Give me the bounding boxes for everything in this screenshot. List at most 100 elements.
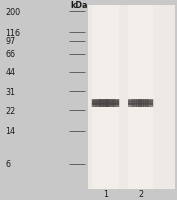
Bar	[128, 100, 153, 101]
Bar	[96, 99, 97, 108]
Bar	[92, 107, 119, 108]
Bar	[128, 101, 153, 102]
Bar	[133, 99, 134, 108]
Bar	[117, 99, 118, 108]
Bar	[143, 99, 144, 108]
Bar	[148, 99, 149, 108]
Bar	[93, 99, 94, 108]
Bar	[128, 103, 153, 104]
Text: 1: 1	[103, 190, 108, 198]
Bar	[94, 99, 95, 108]
Bar	[92, 101, 119, 102]
Text: 116: 116	[5, 29, 20, 37]
Bar	[136, 99, 137, 108]
Bar	[134, 99, 135, 108]
Bar	[92, 105, 119, 106]
Bar	[136, 99, 137, 108]
Bar	[102, 99, 103, 108]
Bar	[101, 99, 102, 108]
Bar	[108, 99, 109, 108]
Bar	[128, 105, 153, 106]
Bar	[119, 99, 120, 108]
Bar	[150, 99, 151, 108]
Bar	[92, 103, 119, 104]
Bar	[144, 99, 145, 108]
Bar	[128, 102, 153, 103]
Bar	[113, 99, 114, 108]
Bar	[112, 99, 114, 108]
Bar	[128, 103, 153, 104]
Bar	[128, 99, 129, 108]
Bar	[100, 99, 101, 108]
Bar	[132, 99, 133, 108]
Bar	[141, 99, 142, 108]
Text: 66: 66	[5, 50, 15, 59]
Bar	[128, 6, 153, 189]
Bar	[137, 99, 138, 108]
Bar	[129, 99, 130, 108]
Bar	[116, 99, 117, 108]
Bar	[97, 99, 98, 108]
Bar	[95, 99, 96, 108]
Bar	[115, 99, 116, 108]
Bar	[134, 99, 135, 108]
Bar	[92, 99, 119, 100]
Bar	[143, 99, 144, 108]
Text: 14: 14	[5, 127, 15, 135]
Bar	[98, 99, 99, 108]
Bar	[92, 100, 119, 101]
Bar	[128, 105, 153, 106]
Bar	[92, 106, 119, 107]
Bar	[128, 99, 153, 100]
Bar	[107, 99, 108, 108]
Bar	[146, 99, 147, 108]
Bar	[131, 99, 132, 108]
Bar	[142, 99, 143, 108]
Bar	[92, 6, 119, 189]
Text: 22: 22	[5, 106, 16, 115]
Bar	[128, 101, 153, 102]
Bar	[92, 103, 119, 104]
Bar	[139, 99, 141, 108]
Bar	[128, 106, 153, 107]
Bar	[92, 99, 93, 108]
Text: 97: 97	[5, 37, 16, 46]
Bar	[128, 107, 153, 108]
Bar	[138, 99, 139, 108]
Bar	[102, 99, 104, 108]
Bar	[111, 99, 112, 108]
Bar	[128, 100, 153, 101]
Bar	[92, 100, 119, 101]
Bar	[115, 99, 116, 108]
Bar	[139, 99, 140, 108]
Bar	[114, 99, 115, 108]
Bar	[141, 99, 142, 108]
Bar	[99, 99, 100, 108]
Bar	[153, 99, 154, 108]
Bar	[105, 99, 107, 108]
Bar	[151, 99, 152, 108]
Text: 200: 200	[5, 8, 20, 16]
Bar	[93, 99, 95, 108]
Bar	[92, 101, 119, 102]
Text: 44: 44	[5, 68, 15, 77]
Bar	[148, 99, 149, 108]
Text: kDa: kDa	[70, 1, 87, 10]
Bar	[145, 99, 146, 108]
Bar	[150, 99, 151, 108]
Bar	[147, 99, 148, 108]
Bar	[92, 102, 119, 103]
Bar	[117, 99, 119, 108]
Bar	[107, 99, 109, 108]
Bar	[112, 99, 113, 108]
Text: 6: 6	[5, 160, 10, 168]
Bar	[118, 99, 119, 108]
Bar	[92, 99, 119, 100]
Bar	[128, 106, 153, 107]
Bar	[140, 99, 141, 108]
Bar	[109, 99, 110, 108]
Bar	[88, 6, 175, 189]
Bar	[100, 99, 102, 108]
Bar	[91, 99, 93, 108]
Bar	[128, 102, 153, 103]
